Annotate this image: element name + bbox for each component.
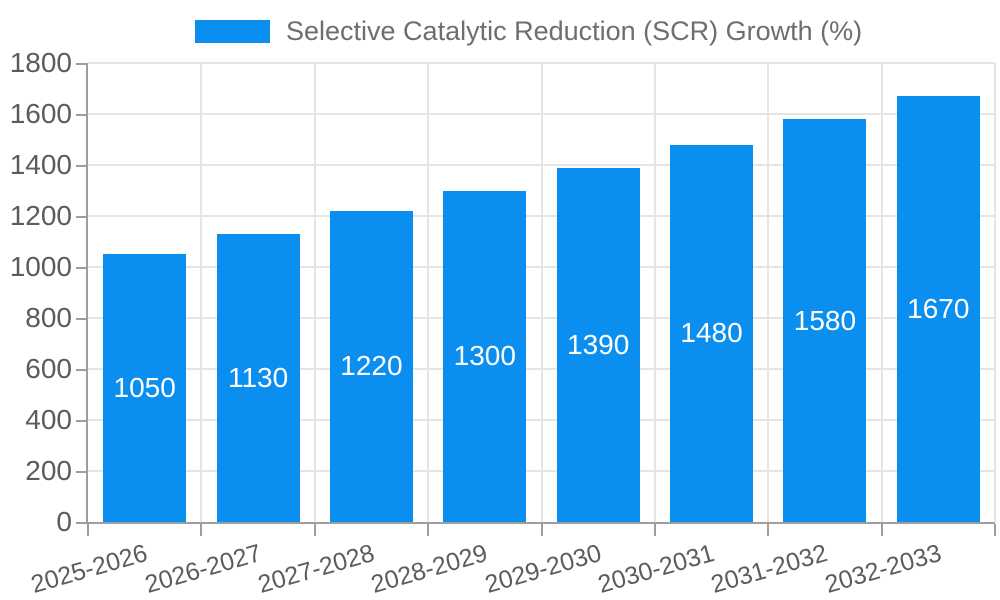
x-gridline xyxy=(880,63,883,522)
x-tick-label: 2031-2032 xyxy=(708,538,831,599)
bar[interactable] xyxy=(896,96,980,522)
legend[interactable]: Selective Catalytic Reduction (SCR) Grow… xyxy=(195,14,862,48)
y-tick xyxy=(76,471,86,473)
y-tick-label: 800 xyxy=(25,302,72,333)
y-tick-label: 0 xyxy=(56,506,72,537)
bar-value-label: 1580 xyxy=(793,304,857,336)
y-axis-line xyxy=(86,63,88,524)
bar-value-label: 1050 xyxy=(113,372,176,404)
bar-value-label: 1390 xyxy=(567,328,630,360)
bar[interactable] xyxy=(556,167,640,522)
y-tick-label: 1400 xyxy=(9,149,72,180)
x-tick xyxy=(880,524,883,536)
y-tick xyxy=(76,420,86,422)
bar[interactable] xyxy=(443,190,527,522)
y-tick xyxy=(76,63,86,65)
bar-value-label: 1130 xyxy=(227,361,289,393)
x-tick xyxy=(767,524,770,536)
x-tick xyxy=(87,524,89,536)
y-tick-label: 1000 xyxy=(9,251,72,282)
y-tick xyxy=(76,267,86,269)
bar[interactable] xyxy=(216,233,300,522)
bar[interactable] xyxy=(329,210,413,522)
bar[interactable] xyxy=(103,254,187,522)
x-tick xyxy=(427,524,430,536)
x-tick-label: 2032-2033 xyxy=(821,538,945,599)
x-tick xyxy=(540,524,543,536)
y-tick xyxy=(76,522,86,524)
x-tick xyxy=(200,524,203,536)
bar-value-label: 1480 xyxy=(680,317,743,349)
legend-swatch xyxy=(195,19,270,43)
x-gridline xyxy=(313,63,316,522)
bar[interactable] xyxy=(783,119,867,522)
x-tick xyxy=(653,524,656,536)
bar-value-label: 1220 xyxy=(340,350,403,382)
x-tick-label: 2029-2030 xyxy=(481,538,605,599)
bar-value-label: 1670 xyxy=(907,293,970,325)
legend-label: Selective Catalytic Reduction (SCR) Grow… xyxy=(286,16,863,46)
y-tick xyxy=(76,165,86,167)
x-gridline xyxy=(540,63,543,522)
x-tick-label: 2027-2028 xyxy=(254,538,378,599)
x-gridline xyxy=(653,63,656,522)
x-gridline xyxy=(200,63,203,522)
x-tick-label: 2025-2026 xyxy=(28,538,151,599)
y-tick-label: 1600 xyxy=(9,98,72,129)
x-gridline xyxy=(427,63,430,522)
y-tick-label: 600 xyxy=(25,353,72,384)
x-gridline xyxy=(767,63,770,522)
y-tick-label: 1800 xyxy=(9,47,72,78)
bar-value-label: 1300 xyxy=(453,340,516,372)
y-tick-label: 200 xyxy=(25,455,72,486)
y-tick xyxy=(76,114,86,116)
x-tick-label: 2030-2031 xyxy=(594,538,718,599)
y-tick xyxy=(76,369,86,371)
x-tick-label: 2028-2029 xyxy=(368,538,491,599)
y-tick xyxy=(76,318,86,320)
x-tick xyxy=(994,524,996,536)
x-gridline xyxy=(994,63,996,522)
y-tick-label: 400 xyxy=(25,404,72,435)
y-tick xyxy=(76,216,86,218)
x-tick-label: 2026-2027 xyxy=(141,538,265,599)
x-tick xyxy=(313,524,316,536)
y-tick-label: 1200 xyxy=(9,200,72,231)
bar[interactable] xyxy=(670,144,754,522)
x-axis-line xyxy=(86,522,995,524)
